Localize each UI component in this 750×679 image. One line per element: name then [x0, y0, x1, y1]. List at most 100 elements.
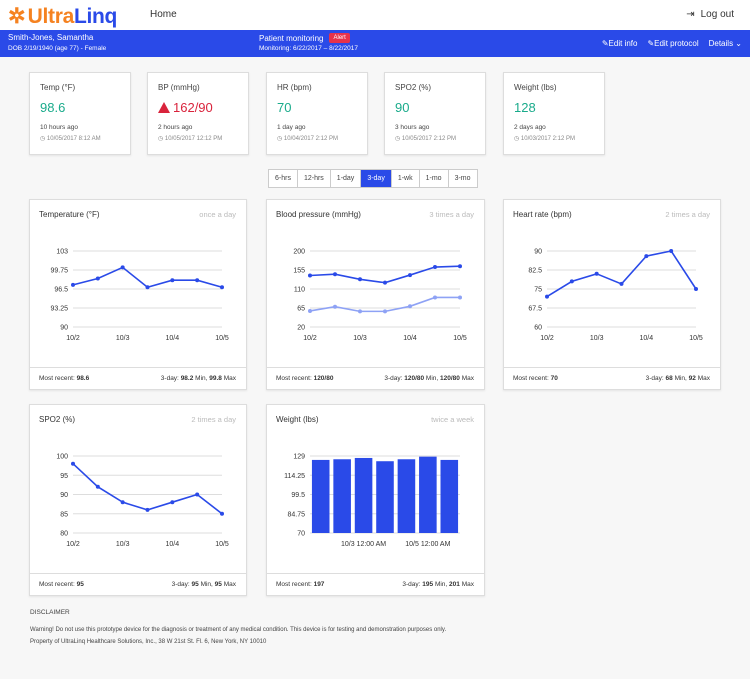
vital-label: Weight (lbs)	[514, 83, 557, 92]
data-point[interactable]	[71, 461, 75, 466]
logo-mark-icon: ✲	[8, 4, 26, 28]
vital-timestamp: ◷ 10/04/2017 2:12 PM	[277, 136, 338, 142]
data-point[interactable]	[408, 273, 412, 278]
data-point[interactable]	[433, 295, 437, 300]
chart-card: Temperature (°F) once a day 103 99.75 96.5…	[29, 199, 247, 390]
vital-label: BP (mmHg)	[158, 83, 200, 92]
data-point[interactable]	[619, 281, 624, 286]
y-tick-label: 85	[60, 511, 68, 518]
data-point[interactable]	[333, 304, 337, 309]
range-option-1-mo[interactable]: 1-mo	[420, 170, 449, 187]
range-option-1-day[interactable]: 1-day	[331, 170, 362, 187]
data-point[interactable]	[358, 309, 362, 314]
vital-card[interactable]: Temp (°F) 98.6 10 hours ago ◷ 10/05/2017…	[29, 72, 131, 155]
vital-age: 1 day ago	[277, 124, 306, 131]
y-tick-label: 99.5	[291, 492, 305, 499]
edit-protocol-button[interactable]: ✎Edit protocol	[647, 39, 699, 48]
range-stats: 3-day: 195 Min, 201 Max	[402, 581, 474, 588]
data-point[interactable]	[120, 265, 125, 270]
data-point[interactable]	[145, 285, 150, 290]
data-point[interactable]	[644, 254, 649, 259]
clock-icon: ◷	[40, 136, 46, 142]
range-option-12-hrs[interactable]: 12-hrs	[298, 170, 331, 187]
data-point[interactable]	[358, 277, 362, 282]
vital-card[interactable]: HR (bpm) 70 1 day ago ◷ 10/04/2017 2:12 …	[266, 72, 368, 155]
y-tick-label: 67.5	[528, 306, 542, 313]
weight-bar[interactable]	[311, 459, 330, 533]
data-point[interactable]	[594, 271, 599, 276]
vital-card[interactable]: SPO2 (%) 90 3 hours ago ◷ 10/05/2017 2:1…	[384, 72, 486, 155]
data-point[interactable]	[170, 500, 175, 505]
weight-bar[interactable]	[354, 457, 373, 533]
logout-label: Log out	[700, 9, 734, 20]
y-tick-label: 93.25	[50, 306, 68, 313]
range-option-6-hrs[interactable]: 6-hrs	[269, 170, 298, 187]
data-point[interactable]	[195, 278, 200, 283]
edit-info-button[interactable]: ✎Edit info	[601, 39, 638, 48]
data-point[interactable]	[120, 500, 125, 505]
logout-button[interactable]: ⇥ Log out	[686, 9, 734, 20]
vital-value: 162/90	[158, 100, 213, 115]
data-point[interactable]	[383, 309, 387, 314]
data-point[interactable]	[308, 308, 312, 313]
y-tick-label: 60	[534, 325, 542, 332]
data-point[interactable]	[195, 492, 200, 497]
weight-bar[interactable]	[440, 459, 459, 533]
y-tick-label: 65	[297, 306, 305, 313]
chart-footer: Most recent: 95 3-day: 95 Min, 95 Max	[30, 573, 246, 595]
vital-value: 70	[277, 100, 292, 115]
chart-plot: 200 155 110 65 20 10/2 10/3 10/4 10/5	[293, 249, 467, 343]
range-option-1-wk[interactable]: 1-wk	[392, 170, 420, 187]
weight-bar[interactable]	[376, 461, 394, 533]
weight-bar[interactable]	[397, 459, 416, 533]
y-tick-label: 82.5	[528, 268, 542, 275]
chart-card: Heart rate (bpm) 2 times a day 90 82.5 75 6…	[503, 199, 721, 390]
vital-value: 128	[514, 100, 536, 115]
data-point[interactable]	[694, 287, 698, 291]
data-point[interactable]	[71, 282, 75, 287]
data-point[interactable]	[383, 280, 387, 285]
data-point[interactable]	[408, 304, 412, 309]
data-point[interactable]	[95, 276, 100, 281]
weight-bar[interactable]	[419, 456, 437, 533]
x-tick-label: 10/5	[689, 335, 703, 342]
y-tick-label: 90	[60, 325, 68, 332]
data-point[interactable]	[458, 295, 462, 300]
vital-age: 3 hours ago	[395, 124, 430, 131]
data-point[interactable]	[433, 265, 437, 270]
x-tick-label: 10/3 12:00 AM	[341, 541, 386, 548]
data-point[interactable]	[170, 278, 175, 283]
data-point[interactable]	[333, 272, 337, 277]
range-option-3-mo[interactable]: 3-mo	[454, 175, 471, 182]
series-line	[309, 265, 461, 284]
data-point[interactable]	[145, 507, 150, 512]
vital-label: SPO2 (%)	[395, 83, 432, 92]
ultralinq-logo[interactable]: ✲ UltraLinq	[8, 4, 118, 28]
x-tick-label: 10/4	[166, 541, 180, 548]
details-dropdown[interactable]: Details ⌄	[708, 39, 742, 48]
most-recent: Most recent: 70	[513, 375, 558, 382]
y-tick-label: 20	[297, 325, 305, 332]
chevron-down-icon: ⌄	[735, 39, 742, 48]
vital-card[interactable]: Weight (lbs) 128 2 days ago ◷ 10/03/2017…	[503, 72, 605, 155]
vital-timestamp: ◷ 10/03/2017 2:12 PM	[514, 136, 575, 142]
data-point[interactable]	[220, 511, 224, 516]
alert-badge[interactable]: Alert	[329, 33, 350, 43]
data-point[interactable]	[458, 264, 462, 269]
clock-icon: ◷	[277, 136, 283, 142]
clock-icon: ◷	[514, 136, 520, 142]
data-point[interactable]	[545, 294, 549, 299]
range-option-3-day[interactable]: 3-day	[361, 170, 392, 187]
y-tick-label: 114.25	[284, 473, 305, 480]
chart-plot: 129 114.25 99.5 84.75 70 10/3 12:00 AM 10/5 12…	[284, 454, 460, 548]
data-point[interactable]	[569, 279, 574, 284]
y-tick-label: 84.75	[287, 511, 305, 518]
data-point[interactable]	[669, 249, 674, 253]
nav-home-link[interactable]: Home	[150, 9, 177, 20]
y-tick-label: 80	[60, 531, 68, 538]
data-point[interactable]	[308, 273, 312, 278]
data-point[interactable]	[95, 484, 100, 489]
data-point[interactable]	[220, 285, 224, 290]
weight-bar[interactable]	[333, 459, 351, 533]
vital-card[interactable]: BP (mmHg) 162/90 2 hours ago ◷ 10/05/201…	[147, 72, 249, 155]
